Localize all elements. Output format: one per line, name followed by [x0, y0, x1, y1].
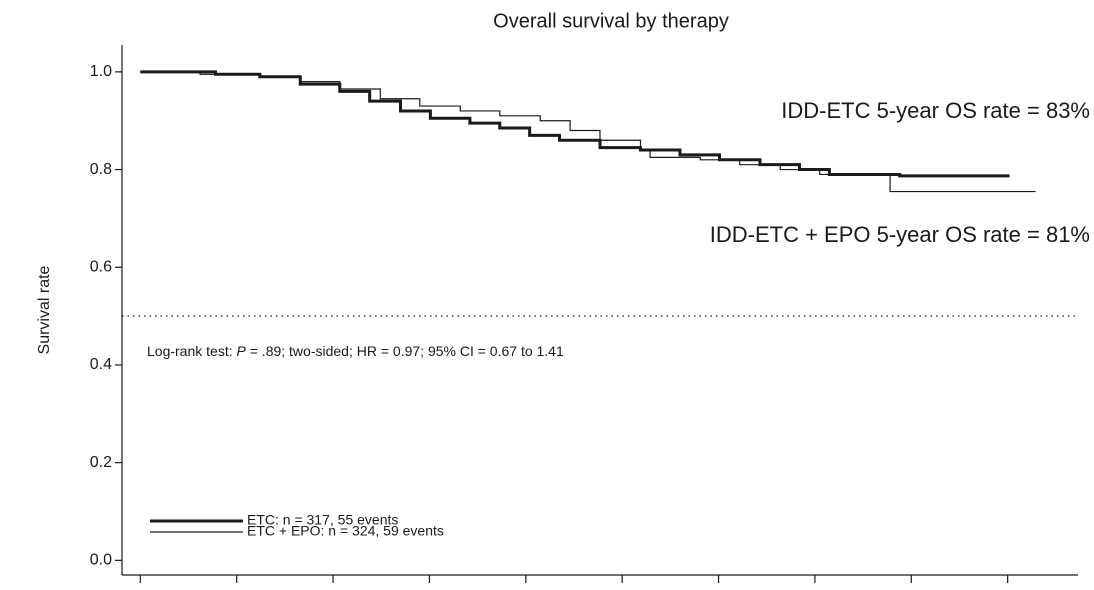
- chart-title: Overall survival by therapy: [493, 10, 729, 32]
- y-axis-label: Survival rate: [36, 265, 53, 354]
- y-tick-label: 0.8: [90, 161, 112, 178]
- note-part: Log-rank test:: [147, 343, 237, 359]
- y-tick-label: 0.4: [90, 356, 112, 373]
- survival-curve: [140, 70, 1010, 178]
- y-tick-label: 1.0: [90, 63, 112, 80]
- y-tick-label: 0.2: [90, 454, 112, 471]
- note-part: P: [237, 343, 247, 359]
- test-note: Log-rank test: P = .89; two-sided; HR = …: [147, 343, 564, 359]
- survival-curve: [140, 71, 1036, 193]
- legend-label: ETC + EPO: n = 324, 59 events: [247, 523, 444, 539]
- annotation: IDD-ETC 5-year OS rate = 83%: [781, 98, 1090, 123]
- y-tick-label: 0.6: [90, 258, 112, 275]
- legend-label: ETC: n = 317, 55 events: [247, 512, 398, 528]
- y-tick-label: 0.0: [90, 552, 112, 569]
- note-part: = .89; two-sided; HR = 0.97; 95% CI = 0.…: [246, 343, 564, 359]
- annotation: IDD-ETC + EPO 5-year OS rate = 81%: [710, 222, 1090, 247]
